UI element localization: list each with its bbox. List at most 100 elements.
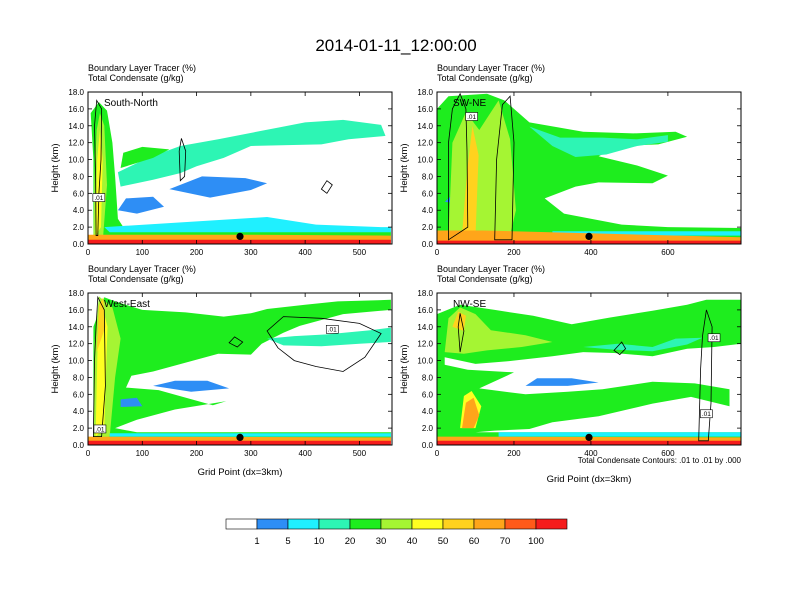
y-tick-label: 18.0 — [68, 289, 84, 298]
colorbar-label: 100 — [528, 536, 544, 547]
contour-line — [494, 95, 515, 241]
contour-line — [448, 92, 469, 241]
field-region — [88, 440, 391, 445]
colorbar-swatch — [349, 518, 382, 530]
y-tick-label: 6.0 — [422, 390, 434, 399]
colorbar-label: 60 — [469, 536, 480, 547]
panel-region-label: SW-NE — [453, 98, 486, 109]
location-marker — [236, 232, 244, 240]
y-axis-label: Height (km) — [399, 143, 410, 192]
y-tick-label: 16.0 — [417, 105, 433, 114]
x-tick-label: 400 — [298, 248, 312, 257]
colorbar-label: 1 — [254, 536, 259, 547]
y-tick-label: 16.0 — [68, 105, 84, 114]
panel-nw-se: .01 .01 0 200 400 600 0.0 2.0 4.0 6.0 8.0 10.0 12.0 1… — [399, 264, 742, 485]
x-tick-label: 400 — [584, 248, 598, 257]
contour-line — [698, 309, 713, 442]
y-tick-label: 2.0 — [422, 424, 434, 433]
y-tick-label: 10.0 — [417, 156, 433, 165]
y-tick-label: 8.0 — [73, 373, 85, 382]
colorbar-swatch — [411, 518, 444, 530]
x-tick-label: 100 — [136, 248, 150, 257]
y-axis-label: Height (km) — [50, 143, 61, 192]
x-tick-label: 600 — [661, 449, 675, 458]
x-tick-label: 0 — [435, 449, 440, 458]
panel-title-line1: Boundary Layer Tracer (%) — [88, 264, 196, 274]
y-tick-label: 4.0 — [422, 407, 434, 416]
y-tick-label: 2.0 — [73, 223, 85, 232]
contour-label-box — [92, 193, 106, 202]
panel-region-label: South-North — [104, 98, 158, 109]
field-region — [153, 380, 230, 392]
contour-label: .01 — [710, 335, 719, 342]
y-tick-label: 16.0 — [417, 306, 433, 315]
panel-west-east: .01 .01 0 100 200 300 400 500 0.0 2.0 4.0 6.0 8.0 10.… — [50, 264, 393, 478]
contour-label: .01 — [702, 411, 711, 418]
contour-line — [613, 341, 627, 356]
x-tick-label: 600 — [661, 248, 675, 257]
location-marker — [585, 232, 593, 240]
contour-label: .01 — [94, 195, 103, 202]
colorbar-label: 40 — [407, 536, 418, 547]
y-tick-label: 2.0 — [422, 223, 434, 232]
contour-line — [228, 336, 244, 348]
field-region — [437, 440, 741, 445]
field-region — [93, 297, 391, 441]
panel-region-label: West-East — [104, 299, 150, 310]
plot-frame — [87, 91, 393, 245]
panel-south-north: .01 0 100 200 300 400 500 0.0 2.0 4.0 6.0 8.0 10.0 12… — [50, 63, 393, 257]
field-region — [583, 337, 703, 352]
y-tick-label: 0.0 — [422, 240, 434, 249]
contour-label-box — [700, 409, 713, 419]
field-region — [120, 146, 170, 168]
x-tick-label: 200 — [190, 248, 204, 257]
colorbar-swatch — [442, 518, 475, 530]
colorbar-label: 70 — [500, 536, 511, 547]
plot-frame — [436, 292, 742, 446]
x-tick-label: 200 — [190, 449, 204, 458]
colorbar: 1 5 10 20 30 40 50 60 70 100 — [225, 518, 568, 547]
location-marker — [585, 433, 593, 441]
contour-line — [457, 313, 465, 353]
contour-line — [94, 99, 103, 237]
x-tick-label: 100 — [136, 449, 150, 458]
x-axis-label: Grid Point (dx=3km) — [547, 474, 632, 485]
panel-title-line1: Boundary Layer Tracer (%) — [437, 63, 545, 73]
panel-title-line1: Boundary Layer Tracer (%) — [88, 63, 196, 73]
colorbar-swatch — [287, 518, 320, 530]
y-tick-label: 14.0 — [68, 122, 84, 131]
x-tick-label: 0 — [86, 248, 91, 257]
contour-label-box — [93, 424, 107, 434]
contour-label-box — [707, 333, 721, 343]
location-marker — [236, 433, 244, 441]
contour-label: .01 — [328, 327, 337, 334]
y-tick-label: 10.0 — [417, 357, 433, 366]
field-region — [169, 176, 268, 198]
panel-title-line2: Total Condensate (g/kg) — [437, 73, 533, 83]
field-region — [267, 327, 391, 347]
x-tick-label: 500 — [353, 248, 367, 257]
condensate-field — [437, 299, 741, 445]
colorbar-label: 30 — [376, 536, 387, 547]
plot-frame — [87, 292, 393, 446]
y-tick-label: 4.0 — [73, 407, 85, 416]
y-tick-label: 0.0 — [73, 441, 85, 450]
y-tick-label: 0.0 — [422, 441, 434, 450]
y-tick-label: 10.0 — [68, 357, 84, 366]
contour-label-box — [325, 325, 339, 334]
field-region — [109, 433, 391, 437]
field-region — [444, 307, 553, 354]
y-tick-label: 18.0 — [417, 289, 433, 298]
contour-label: .01 — [467, 114, 476, 121]
panels: .01 0 100 200 300 400 500 0.0 2.0 4.0 6.0 8.0 10.0 12… — [50, 63, 742, 485]
x-tick-label: 200 — [507, 449, 521, 458]
colorbar-swatch — [318, 518, 351, 530]
x-tick-label: 300 — [244, 449, 258, 458]
y-tick-label: 2.0 — [73, 424, 85, 433]
y-tick-label: 6.0 — [73, 390, 85, 399]
field-region — [88, 239, 391, 244]
contour-line — [266, 316, 382, 372]
y-tick-label: 0.0 — [73, 240, 85, 249]
y-tick-label: 4.0 — [73, 206, 85, 215]
